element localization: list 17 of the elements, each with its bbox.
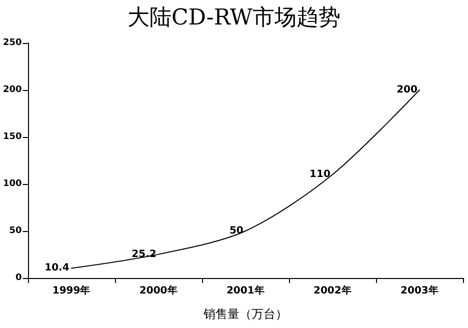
y-tick-label: 250 — [2, 38, 22, 48]
y-tick-label: 0 — [16, 273, 22, 283]
x-tick-label: 1999年 — [52, 284, 90, 296]
x-tick-label: 2003年 — [400, 284, 438, 296]
data-label: 10.4 — [44, 262, 70, 274]
x-tick-label: 2002年 — [314, 284, 352, 296]
data-label: 110 — [310, 169, 330, 180]
x-axis-title: 销售量（万台） — [202, 307, 288, 321]
y-tick-label: 200 — [2, 85, 22, 95]
y-tick-label: 50 — [9, 226, 22, 236]
x-tick-label: 2001年 — [226, 284, 264, 296]
chart-title: 大陆CD-RW市场趋势 — [127, 6, 341, 30]
y-tick-label: 150 — [2, 132, 22, 142]
x-tick-label: 2000年 — [139, 284, 178, 296]
data-label: 200 — [396, 84, 418, 96]
y-tick-label: 100 — [2, 179, 22, 189]
data-label: 50 — [229, 226, 244, 236]
